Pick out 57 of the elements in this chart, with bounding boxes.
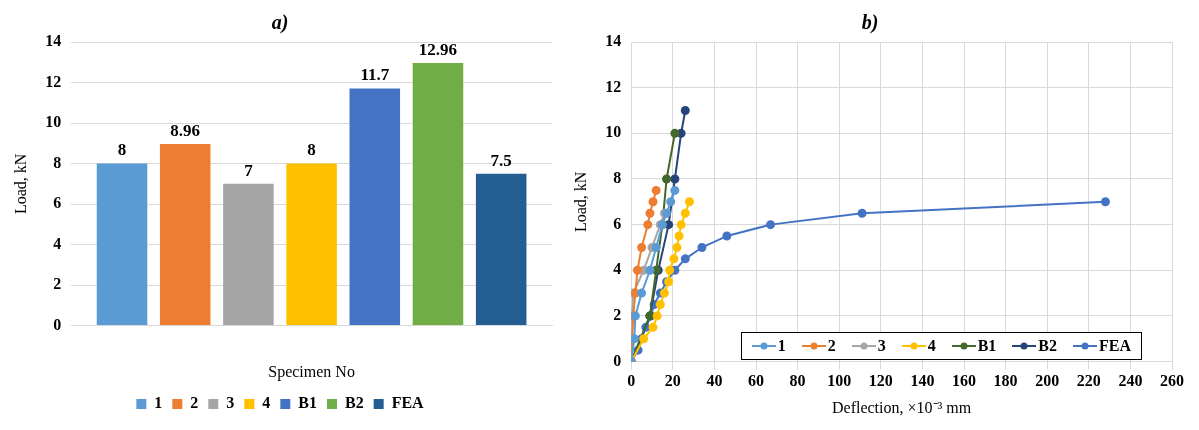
y-tick-label: 8 (613, 169, 622, 187)
y-tick-label: 10 (605, 123, 622, 141)
x-tick-label: 40 (706, 372, 723, 390)
y-axis-title: Load, kN (571, 171, 589, 233)
legend-label: B1 (977, 337, 997, 355)
legend-label: FEA (391, 394, 425, 412)
y-tick-label: 14 (605, 32, 622, 50)
y-tick-label: 0 (613, 351, 622, 369)
x-tick-label: 200 (1035, 372, 1060, 390)
y-tick-label: 0 (53, 315, 62, 333)
legend-label: FEA (1099, 337, 1131, 355)
legend-label: 1 (777, 337, 786, 355)
x-tick-label: 220 (1076, 372, 1101, 390)
y-tick-label: 12 (605, 77, 622, 95)
y-tick-label: 14 (45, 32, 62, 50)
legend-label: 1 (154, 394, 163, 412)
chart-title: a) (271, 11, 289, 35)
data-label: 8 (307, 140, 316, 160)
x-tick-label: 240 (1118, 372, 1143, 390)
data-label: 8.96 (170, 120, 201, 140)
y-tick-label: 2 (53, 275, 62, 293)
y-tick-label: 6 (53, 194, 62, 212)
y-tick-label: 10 (45, 113, 62, 131)
data-label: 11.7 (360, 65, 390, 85)
y-tick-label: 4 (53, 234, 62, 252)
legend-label: 3 (226, 394, 235, 412)
x-tick-label: 100 (827, 372, 852, 390)
y-tick-label: 6 (613, 214, 622, 232)
legend-label: 2 (190, 394, 199, 412)
data-label: 8 (117, 140, 127, 160)
legend-label: 4 (262, 394, 271, 412)
y-tick-label: 8 (53, 153, 62, 171)
chart-title: b) (861, 11, 879, 35)
legend-label: B2 (1038, 337, 1057, 355)
y-tick-label: 2 (613, 306, 622, 324)
data-label: 7.5 (490, 150, 512, 170)
x-tick-label: 180 (993, 372, 1018, 390)
x-tick-label: 80 (789, 372, 806, 390)
data-label: 7 (244, 160, 254, 180)
x-tick-label: 140 (910, 372, 935, 390)
x-axis-title: Specimen No (268, 362, 355, 381)
legend-label: 3 (877, 337, 886, 355)
x-tick-label: 120 (868, 372, 893, 390)
y-tick-label: 12 (45, 72, 62, 90)
legend-label: 4 (927, 337, 936, 355)
legend-label: B2 (345, 394, 364, 412)
legend-label: 2 (827, 337, 836, 355)
legend-label: B1 (298, 394, 317, 412)
x-tick-label: 260 (1160, 372, 1184, 390)
x-axis-title: Deflection, ×10⁻³ mm (831, 398, 972, 416)
x-tick-label: 60 (748, 372, 764, 390)
y-axis-title: Load, kN (11, 153, 29, 215)
y-tick-label: 4 (613, 260, 622, 278)
x-tick-label: 0 (627, 372, 636, 390)
x-tick-label: 20 (664, 372, 681, 390)
x-tick-label: 160 (952, 372, 976, 390)
data-label: 12.96 (418, 39, 458, 59)
